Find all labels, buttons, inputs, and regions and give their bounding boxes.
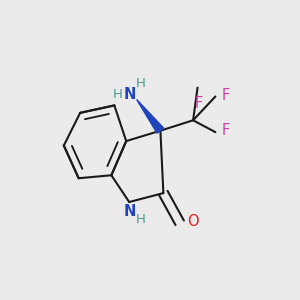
Text: F: F — [221, 88, 230, 103]
Text: H: H — [136, 213, 146, 226]
Text: N: N — [124, 87, 136, 102]
Text: F: F — [221, 123, 230, 138]
Text: F: F — [195, 96, 203, 111]
Text: H: H — [135, 76, 145, 90]
Text: N: N — [124, 203, 136, 218]
Polygon shape — [136, 100, 164, 133]
Text: O: O — [187, 214, 199, 229]
Text: H: H — [112, 88, 122, 100]
